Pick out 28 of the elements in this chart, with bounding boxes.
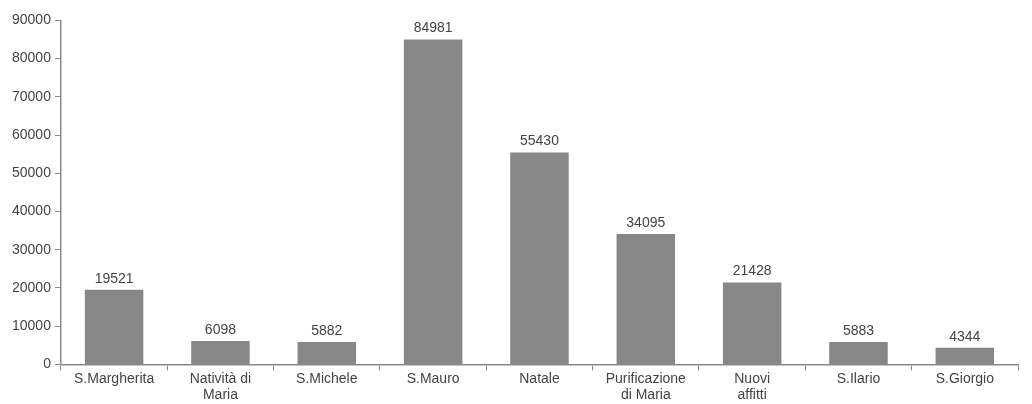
- data-label: 19521: [94, 269, 134, 286]
- data-label: 5882: [311, 321, 343, 338]
- data-label: 55430: [520, 132, 560, 149]
- x-tick-label: Purificazione di Maria: [605, 369, 687, 403]
- data-label: 5883: [842, 321, 875, 338]
- data-label: 21428: [732, 262, 772, 279]
- y-tick-label: 60000: [11, 125, 52, 142]
- x-tick-label: S.Margherita: [74, 369, 155, 386]
- x-tick-label: S.Michele: [296, 369, 358, 386]
- data-label: 4344: [949, 327, 981, 344]
- y-tick-label: 0: [43, 355, 52, 372]
- y-tick-label: 30000: [11, 240, 52, 257]
- y-tick-label: 40000: [11, 202, 52, 219]
- data-label: 6098: [204, 320, 237, 337]
- y-tick-label: 10000: [11, 317, 52, 334]
- data-label: 84981: [413, 19, 453, 36]
- y-tick-label: 90000: [11, 11, 52, 28]
- y-tick-label: 20000: [11, 278, 52, 295]
- x-tick-label: Nuovi affitti: [734, 369, 771, 403]
- x-tick-label: Natale: [519, 369, 560, 386]
- x-tick-label: S.Ilario: [836, 369, 881, 386]
- y-tick-label: 80000: [11, 49, 52, 66]
- y-tick-label: 70000: [11, 87, 52, 104]
- x-tick-label: Natività di Maria: [189, 369, 252, 403]
- x-tick-label: S.Giorgio: [935, 369, 995, 386]
- x-tick-label: S.Mauro: [406, 369, 460, 386]
- data-label: 34095: [626, 213, 666, 230]
- y-tick-label: 50000: [11, 164, 52, 181]
